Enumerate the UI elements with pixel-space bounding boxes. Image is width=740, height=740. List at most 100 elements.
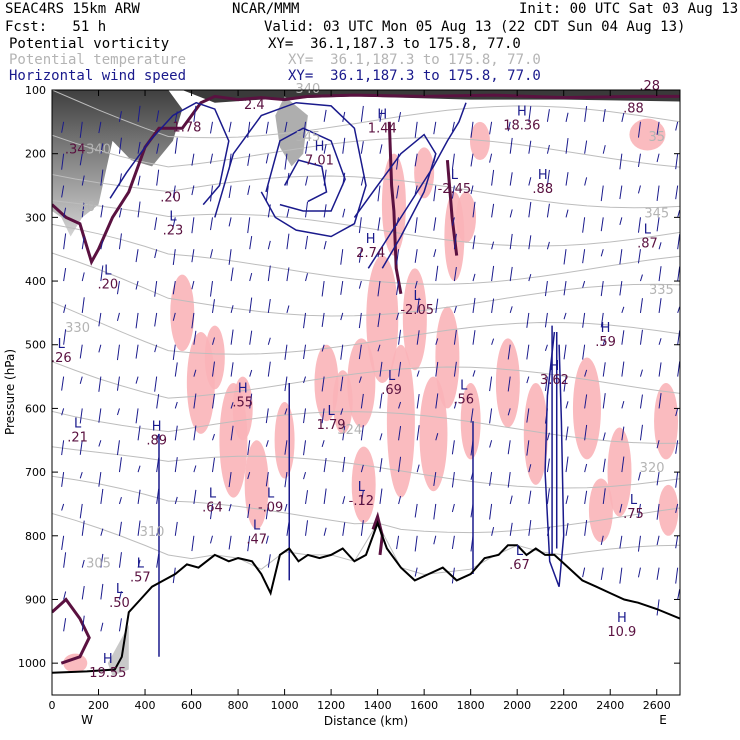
- extremum-value: -2.45: [438, 182, 472, 197]
- wind-vector: [247, 121, 251, 138]
- wind-vector: [453, 266, 457, 282]
- wind-vector: [472, 297, 476, 313]
- model-title: SEAC4RS 15km ARW: [5, 1, 140, 17]
- wind-vector: [137, 559, 141, 568]
- wind-vector: [342, 456, 346, 473]
- wind-vector: [491, 241, 495, 250]
- negative-pv-area: [456, 191, 477, 243]
- wind-vector: [79, 153, 83, 166]
- wind-vector: [528, 520, 532, 536]
- low-marker: L: [137, 557, 145, 572]
- wind-vector: [379, 458, 383, 473]
- wind-vector: [658, 393, 662, 409]
- wind-vector: [656, 599, 660, 616]
- high-marker: H: [103, 652, 113, 667]
- wind-vector: [211, 393, 215, 409]
- wind-vector: [340, 376, 344, 392]
- wind-vector: [154, 249, 158, 259]
- wind-vector: [377, 249, 381, 258]
- theta-isoline: [52, 252, 680, 317]
- wind-vector: [379, 361, 383, 377]
- wind-vector: [396, 185, 400, 199]
- wind-vector: [135, 344, 139, 359]
- wind-vector: [209, 153, 213, 164]
- wind-vector: [582, 567, 586, 578]
- low-level-pv-shading: [107, 624, 129, 676]
- wind-vector: [360, 105, 364, 122]
- wind-vector: [675, 185, 679, 200]
- wind-vector: [137, 201, 141, 218]
- wind-vector: [489, 440, 493, 448]
- wind-vector: [211, 457, 215, 473]
- wind-speed-contour: [283, 159, 328, 203]
- wind-vector: [154, 312, 158, 327]
- wind-vector: [398, 426, 402, 441]
- wind-vector: [584, 490, 588, 505]
- negative-pv-area: [274, 402, 295, 479]
- wind-vector: [565, 456, 569, 473]
- wind-vector: [81, 559, 85, 568]
- x-tick-label: 800: [228, 699, 249, 712]
- wind-vector: [135, 312, 139, 329]
- wind-vector: [621, 361, 625, 377]
- wind-vector: [509, 266, 513, 282]
- negative-pv-area: [347, 338, 376, 428]
- wind-vector: [675, 440, 679, 454]
- x-axis-west-label: W: [81, 713, 93, 727]
- theta-label: 324: [337, 423, 362, 438]
- wind-vector: [416, 393, 420, 409]
- wind-vector: [546, 109, 550, 122]
- x-tick-label: 1000: [271, 699, 299, 712]
- wind-vector: [118, 591, 122, 600]
- wind-vector: [303, 471, 307, 480]
- wind-vector: [286, 208, 290, 218]
- wind-vector: [303, 312, 307, 329]
- wind-vector: [414, 249, 418, 263]
- wind-vector: [63, 329, 67, 345]
- wind-vector: [398, 361, 402, 377]
- wind-vector: [100, 240, 104, 250]
- wind-vector: [491, 527, 495, 536]
- x-tick-label: 400: [135, 699, 156, 712]
- wind-vector: [584, 106, 588, 122]
- wind-vector: [509, 522, 513, 536]
- wind-vector: [154, 376, 158, 392]
- negative-pv-area: [386, 344, 415, 498]
- low-marker: L: [267, 487, 275, 502]
- wind-vector: [79, 121, 83, 138]
- wind-vector: [247, 153, 251, 166]
- high-marker: H: [517, 104, 527, 119]
- wind-vector: [528, 273, 532, 282]
- wind-vector: [81, 585, 85, 600]
- wind-vector: [565, 401, 569, 409]
- wind-vector: [284, 121, 288, 133]
- negative-pv-area: [314, 344, 339, 422]
- wind-vector: [546, 526, 550, 536]
- wind-vector: [340, 280, 344, 295]
- wind-vector: [228, 153, 232, 170]
- theta-isoline: [52, 446, 680, 489]
- wind-vector: [228, 185, 232, 199]
- low-marker: L: [388, 369, 396, 384]
- wind-vector: [544, 408, 548, 424]
- wind-vector: [619, 280, 623, 296]
- theta-label: 330: [65, 321, 90, 336]
- y-tick-label: 200: [25, 148, 46, 161]
- negative-pv-area: [572, 357, 601, 460]
- wind-vector: [396, 280, 400, 295]
- wind-vector: [174, 362, 178, 377]
- wind-vector: [451, 535, 455, 549]
- wind-vector: [656, 503, 660, 520]
- wind-vector: [658, 362, 662, 377]
- wind-vector: [321, 312, 325, 327]
- wind-vector: [491, 265, 495, 282]
- wind-vector: [360, 176, 364, 186]
- extremum-value: .56: [453, 392, 474, 407]
- wind-vector: [658, 266, 662, 282]
- x-tick-label: 2200: [550, 699, 578, 712]
- theta-label: 310: [140, 525, 165, 540]
- wind-vector: [489, 376, 493, 392]
- wind-vector: [677, 209, 680, 218]
- wind-vector: [63, 618, 67, 632]
- wind-vector: [98, 408, 102, 423]
